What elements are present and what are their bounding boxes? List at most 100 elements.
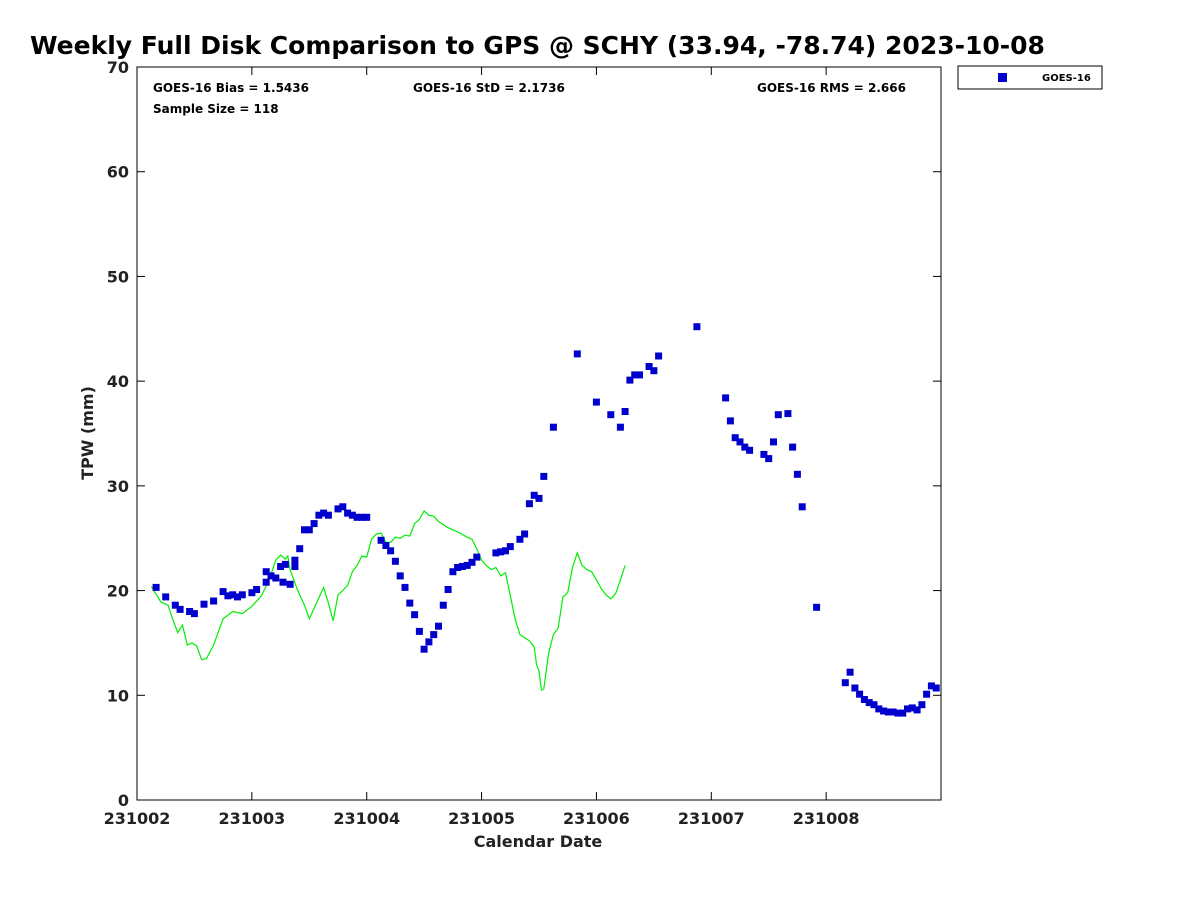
goes16-point — [334, 505, 342, 513]
goes16-point — [899, 709, 907, 717]
goes16-point — [162, 593, 170, 601]
goes16-point — [865, 699, 873, 707]
goes16-point — [171, 601, 179, 609]
goes16-point — [291, 556, 299, 564]
goes16-point — [616, 423, 624, 431]
goes16-point — [592, 398, 600, 406]
goes16-point — [353, 513, 361, 521]
y-tick-label: 0 — [118, 791, 129, 810]
goes16-point — [219, 588, 227, 596]
goes16-point — [841, 679, 849, 687]
goes16-point — [549, 423, 557, 431]
goes16-point — [506, 543, 514, 551]
x-axis: 231002 231003 231004 231005 231006 231007 2310… — [104, 67, 860, 828]
x-tick-label: 231008 — [793, 809, 860, 828]
std-stat: GOES-16 StD = 2.1736 — [413, 81, 565, 95]
y-axis: 0 10 20 30 40 50 60 70 — [107, 58, 941, 810]
goes16-point — [693, 323, 701, 331]
goes16-point — [444, 586, 452, 593]
goes16-point — [631, 371, 639, 379]
goes16-point — [813, 603, 821, 611]
legend: GOES-16 — [957, 65, 1103, 90]
goes16-point — [923, 690, 931, 698]
goes16-point — [152, 583, 160, 591]
goes16-point — [525, 500, 533, 508]
goes16-point — [420, 645, 428, 653]
goes16-point — [875, 705, 883, 713]
goes16-point — [190, 610, 198, 618]
goes16-point — [339, 503, 347, 511]
y-tick-label: 40 — [107, 372, 129, 391]
goes16-point — [521, 530, 529, 538]
goes16-point — [894, 709, 902, 717]
goes16-point — [856, 690, 864, 698]
goes16-point — [789, 443, 797, 451]
y-tick-label: 30 — [107, 477, 129, 496]
x-tick-label: 231006 — [563, 809, 630, 828]
goes16-point — [377, 536, 385, 544]
goes16-point — [473, 553, 481, 561]
goes16-point — [262, 578, 270, 586]
goes16-point — [186, 608, 194, 615]
goes16-point — [291, 563, 299, 570]
goes16-point — [770, 438, 777, 446]
legend-label: GOES-16 — [1042, 73, 1091, 84]
goes16-point — [904, 705, 911, 713]
rms-stat: GOES-16 RMS = 2.666 — [757, 81, 906, 95]
goes16-point — [411, 611, 419, 619]
goes16-point — [884, 708, 892, 716]
goes16-point — [497, 548, 505, 556]
y-axis-label: TPW (mm) — [78, 386, 97, 480]
goes16-point — [760, 450, 768, 458]
goes16-point — [272, 574, 280, 582]
series-layer — [150, 323, 940, 717]
goes16-point — [726, 417, 734, 425]
y-tick-label: 20 — [107, 582, 129, 601]
goes16-point — [363, 513, 371, 521]
goes16-point — [908, 704, 916, 712]
goes16-point — [277, 563, 285, 570]
goes16-point — [348, 511, 356, 519]
goes16-point — [621, 408, 629, 415]
goes16-point — [267, 572, 275, 580]
gps-tpw-line — [150, 510, 626, 691]
goes16-point — [439, 601, 447, 609]
goes16-point — [301, 526, 308, 534]
goes16-point — [234, 593, 241, 601]
goes16-point — [382, 542, 390, 549]
goes16-point — [530, 491, 538, 499]
goes16-point — [731, 434, 739, 442]
goes16-point — [449, 568, 457, 576]
legend-marker — [998, 73, 1007, 82]
goes16-point — [435, 622, 442, 630]
goes16-point — [200, 600, 208, 608]
goes16-point — [387, 547, 395, 555]
goes16-point — [176, 605, 184, 613]
goes16-point — [315, 511, 323, 519]
x-tick-label: 231003 — [218, 809, 285, 828]
goes16-point — [846, 668, 854, 676]
goes16-point — [851, 684, 859, 692]
chart-title: Weekly Full Disk Comparison to GPS @ SCH… — [30, 31, 1045, 60]
goes16-point — [229, 591, 237, 599]
goes16-point — [540, 472, 548, 480]
goes16-point — [430, 631, 438, 639]
goes16-point — [305, 526, 313, 534]
goes16-point — [626, 376, 634, 384]
plot-frame — [136, 66, 942, 801]
goes16-point — [425, 638, 433, 646]
goes16-point — [870, 701, 878, 709]
y-tick-label: 70 — [107, 58, 129, 77]
sample-size-stat: Sample Size = 118 — [153, 102, 279, 116]
goes16-point — [281, 560, 289, 568]
x-tick-label: 231005 — [448, 809, 515, 828]
y-tick-label: 10 — [107, 686, 129, 705]
goes16-point — [645, 363, 653, 370]
goes16-point — [406, 599, 414, 607]
goes16-point — [492, 549, 500, 557]
goes16-point — [918, 701, 926, 709]
y-tick-label: 50 — [107, 267, 129, 286]
goes16-point — [573, 350, 581, 358]
goes16-point — [774, 411, 782, 419]
